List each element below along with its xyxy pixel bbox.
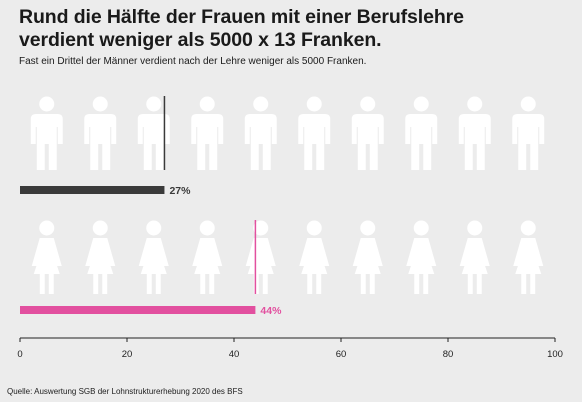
x-tick-label: 0 (17, 349, 22, 360)
chart-subtitle: Fast ein Drittel der Männer verdient nac… (19, 56, 367, 67)
man-icon (298, 96, 331, 170)
man-icon (30, 96, 63, 170)
woman-icon (192, 220, 223, 294)
woman-bar-label: 44% (260, 305, 282, 317)
man-icon (191, 96, 224, 170)
woman-icon (459, 220, 490, 294)
woman-bar (20, 306, 256, 314)
man-icon (512, 96, 545, 170)
man-icon (244, 96, 277, 170)
woman-icon (352, 220, 383, 294)
woman-icon (31, 220, 62, 294)
source-note: Quelle: Auswertung SGB der Lohnstrukture… (7, 387, 243, 396)
x-axis: 0 20 40 60 80 100 (17, 337, 563, 360)
x-tick-label: 80 (443, 349, 454, 360)
man-bar (20, 186, 165, 194)
man-icon (84, 96, 117, 170)
man-bar-label: 27% (169, 185, 191, 197)
woman-icon (513, 220, 544, 294)
x-tick-label: 100 (547, 349, 563, 360)
x-tick-label: 40 (229, 349, 240, 360)
man-icon (351, 96, 384, 170)
woman-icon (406, 220, 437, 294)
man-icon (405, 96, 438, 170)
men-icon-row (30, 96, 545, 170)
women-icon-row (31, 220, 544, 294)
bars: 27% 44% (20, 185, 282, 317)
chart-title: Rund die Hälfte der Frauen mit einer Ber… (19, 6, 574, 52)
woman-icon (245, 220, 276, 294)
woman-icon (299, 220, 330, 294)
woman-icon (138, 220, 169, 294)
x-tick-label: 20 (122, 349, 133, 360)
chart-title-line-2: verdient weniger als 5000 x 13 Franken. (19, 29, 382, 51)
x-tick-label: 60 (336, 349, 347, 360)
woman-icon (85, 220, 116, 294)
man-icon (458, 96, 491, 170)
chart-title-line-1: Rund die Hälfte der Frauen mit einer Ber… (19, 6, 464, 28)
